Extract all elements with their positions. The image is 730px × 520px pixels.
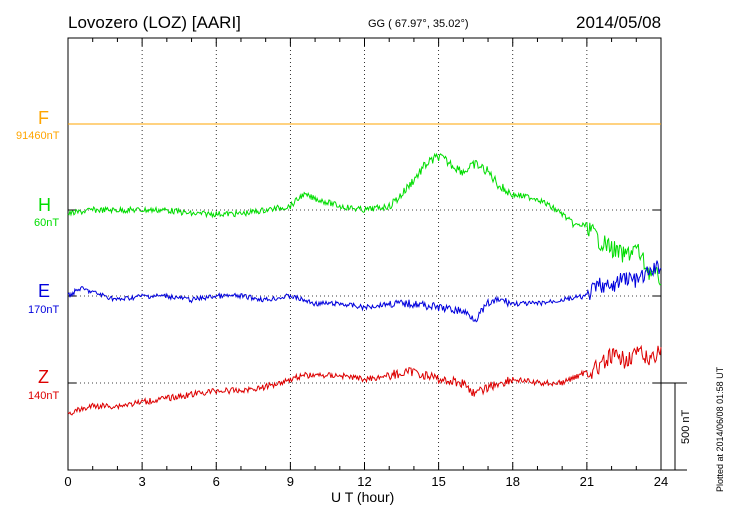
channel-scale-h: 60nT [34, 217, 60, 229]
channel-label-e: E [38, 281, 51, 301]
x-tick-label: 6 [212, 474, 220, 489]
channel-scale-f: 91460nT [16, 130, 60, 142]
x-tick-label: 15 [431, 474, 446, 489]
channel-scale-e: 170nT [28, 304, 60, 316]
series-line-h [67, 152, 662, 286]
station-title: Lovozero (LOZ) [AARI] [68, 13, 241, 32]
date-label: 2014/05/08 [576, 13, 662, 32]
scale-bar-label: 500 nT [680, 409, 692, 444]
series-line-e [67, 260, 662, 323]
x-tick-label: 12 [357, 474, 372, 489]
plotted-timestamp: Plotted at 2014/06/08 01:58 UT [715, 366, 725, 492]
x-tick-label: 0 [64, 474, 72, 489]
channel-label-h: H [38, 195, 51, 215]
series-line-z [67, 344, 662, 416]
x-tick-label: 21 [579, 474, 595, 489]
x-tick-label: 18 [505, 474, 520, 489]
series-lines [67, 123, 662, 416]
channel-label-z: Z [38, 367, 49, 387]
x-tick-label: 24 [653, 474, 669, 489]
grid [68, 38, 661, 470]
x-tick-label: 9 [286, 474, 294, 489]
channel-scale-z: 140nT [28, 390, 60, 402]
x-tick-label: 3 [138, 474, 146, 489]
station-coordinates: GG ( 67.97°, 35.02°) [368, 18, 469, 30]
channel-label-f: F [38, 108, 49, 128]
x-axis-label: U T (hour) [331, 489, 395, 505]
